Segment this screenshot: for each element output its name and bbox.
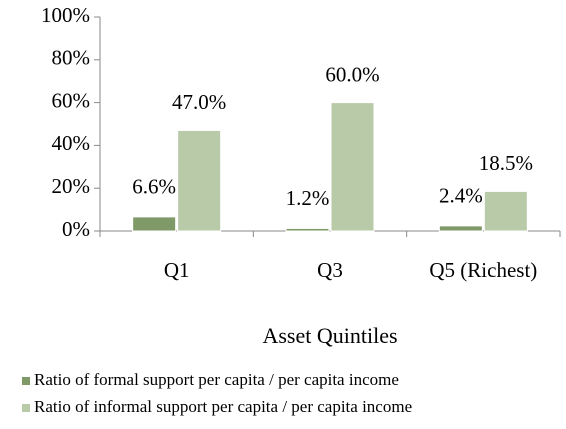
y-tick-label: 20%	[52, 174, 91, 198]
x-axis-title: Asset Quintiles	[262, 323, 397, 348]
bar	[177, 129, 222, 232]
y-tick-label: 60%	[52, 88, 91, 112]
bar	[285, 227, 330, 232]
bar	[438, 225, 483, 232]
legend-label: Ratio of formal support per capita / per…	[34, 370, 399, 389]
x-tick-label: Q5 (Richest)	[429, 258, 537, 282]
data-label: 60.0%	[325, 62, 379, 86]
data-label: 1.2%	[286, 186, 330, 210]
y-tick-label: 80%	[52, 46, 91, 70]
x-tick-label: Q3	[317, 258, 343, 282]
y-tick-label: 100%	[41, 3, 90, 27]
data-label: 6.6%	[132, 175, 176, 199]
x-tick-label: Q1	[164, 258, 190, 282]
y-tick-label: 0%	[62, 217, 90, 241]
legend-label: Ratio of informal support per capita / p…	[34, 397, 412, 416]
bar	[330, 102, 375, 232]
bar	[483, 190, 528, 232]
bar	[132, 216, 177, 232]
legend-swatch	[22, 404, 30, 412]
data-label: 18.5%	[479, 151, 533, 175]
data-label: 47.0%	[172, 90, 226, 114]
data-label: 2.4%	[439, 184, 483, 208]
legend-swatch	[22, 377, 30, 385]
y-tick-label: 40%	[52, 131, 91, 155]
